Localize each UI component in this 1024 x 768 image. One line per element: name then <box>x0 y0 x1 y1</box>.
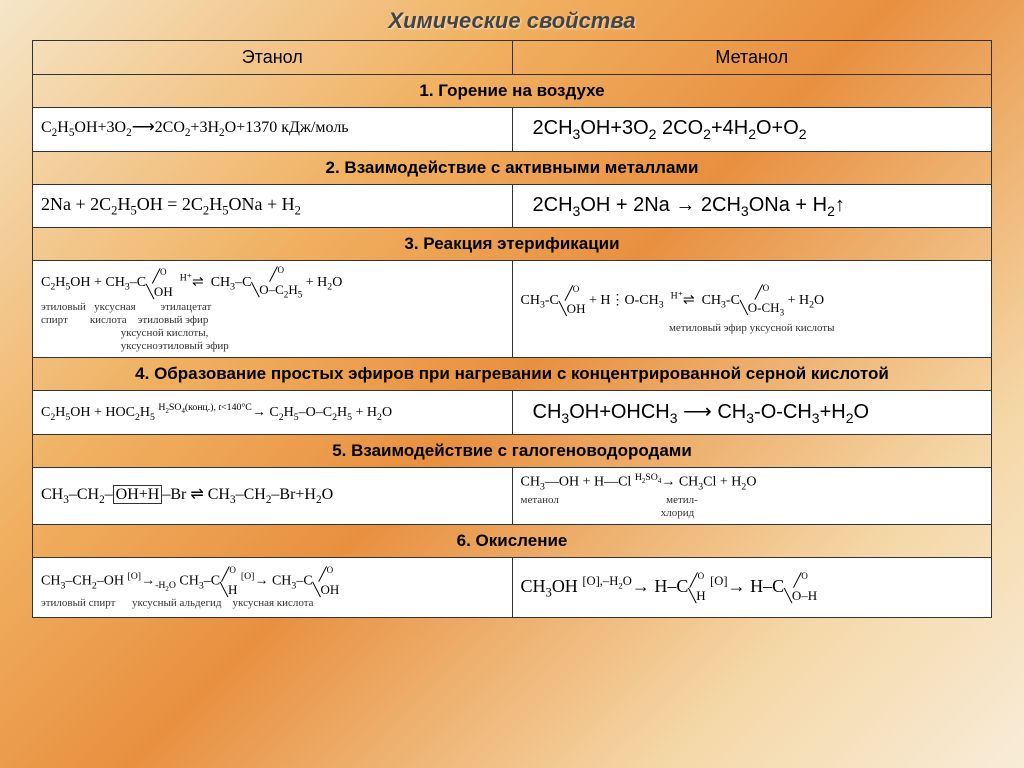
section-4-header: 4. Образование простых эфиров при нагрев… <box>33 358 992 391</box>
r6-methanol: CH3OH [O],–H2O→ H–C╱O╲H [O]→ H–C╱O╲O–H <box>512 557 992 617</box>
section-3-header: 3. Реакция этерификации <box>33 228 992 261</box>
r1-methanol: 2CH3OH+3O2 2CO2+4H2O+O2 <box>512 108 992 152</box>
r6-left-labels: этиловый спирт уксусный альдегид уксусна… <box>41 597 504 610</box>
r3-right-label: метиловый эфир уксусной кислоты <box>521 322 984 335</box>
r1-left-eq: C2H5OH+3O2⟶2CO2+3H2O+1370 кДж/моль <box>41 119 349 136</box>
column-methanol: Метанол <box>512 41 992 75</box>
r2-right-eq: 2CH3OH + 2Na → 2CH3ONa + H2↑ <box>521 194 845 216</box>
r2-ethanol: 2Na + 2C2H5OH = 2C2H5ONa + H2 <box>33 184 513 228</box>
r4-left-eq: C2H5OH + HOC2H5 H2SO4(конц.), t<140°C→ C… <box>41 405 392 420</box>
r5-left-eq: CH3–CH2–OH+H–Br ⇌ CH3–CH2–Br+H2O <box>41 486 333 503</box>
page-title: Химические свойства <box>0 0 1024 40</box>
r2-methanol: 2CH3OH + 2Na → 2CH3ONa + H2↑ <box>512 184 992 228</box>
r5-ethanol: CH3–CH2–OH+H–Br ⇌ CH3–CH2–Br+H2O <box>33 468 513 525</box>
r3-ethanol: C2H5OH + CH3–C╱O╲OH H⁺⇌ CH3–C╱O╲O–C2H5 +… <box>33 261 513 358</box>
r5-right-eq: CH3—OH + H—Cl H2SO4→ CH3Cl + H2O <box>521 472 984 493</box>
r5-right-labels: метанол метил- хлорид <box>521 494 984 520</box>
r2-left-eq: 2Na + 2C2H5OH = 2C2H5ONa + H2 <box>41 194 301 214</box>
r6-left-eq: CH3–CH2–OH [O]→-H2O CH3–C╱O╲H [O]→ CH3–C… <box>41 565 504 598</box>
r6-ethanol: CH3–CH2–OH [O]→-H2O CH3–C╱O╲H [O]→ CH3–C… <box>33 557 513 617</box>
section-5-header: 5. Взаимодействие с галогеноводородами <box>33 435 992 468</box>
section-1-header: 1. Горение на воздухе <box>33 75 992 108</box>
r3-left-labels: этиловый уксусная этилацетатспирт кислот… <box>41 301 504 354</box>
r3-methanol: CH3-C╱O╲OH + H⋮O-CH3 H⁺⇌ CH3-C╱O╲O-CH3 +… <box>512 261 992 358</box>
r1-ethanol: C2H5OH+3O2⟶2CO2+3H2O+1370 кДж/моль <box>33 108 513 152</box>
r3-left-eq: C2H5OH + CH3–C╱O╲OH H⁺⇌ CH3–C╱O╲O–C2H5 +… <box>41 265 504 300</box>
r6-right-eq: CH3OH [O],–H2O→ H–C╱O╲H [O]→ H–C╱O╲O–H <box>521 576 818 596</box>
properties-table: Этанол Метанол 1. Горение на воздухе C2H… <box>32 40 992 618</box>
r3-right-eq: CH3-C╱O╲OH + H⋮O-CH3 H⁺⇌ CH3-C╱O╲O-CH3 +… <box>521 283 984 318</box>
r4-ethanol: C2H5OH + HOC2H5 H2SO4(конц.), t<140°C→ C… <box>33 391 513 435</box>
r5-methanol: CH3—OH + H—Cl H2SO4→ CH3Cl + H2O метанол… <box>512 468 992 525</box>
section-2-header: 2. Взаимодействие с активными металлами <box>33 151 992 184</box>
column-ethanol: Этанол <box>33 41 513 75</box>
section-6-header: 6. Окисление <box>33 524 992 557</box>
r4-right-eq: CH3OH+OHCH3 ⟶ CH3-O-CH3+H2O <box>521 401 870 423</box>
r1-right-eq: 2CH3OH+3O2 2CO2+4H2O+O2 <box>521 117 807 139</box>
r4-methanol: CH3OH+OHCH3 ⟶ CH3-O-CH3+H2O <box>512 391 992 435</box>
